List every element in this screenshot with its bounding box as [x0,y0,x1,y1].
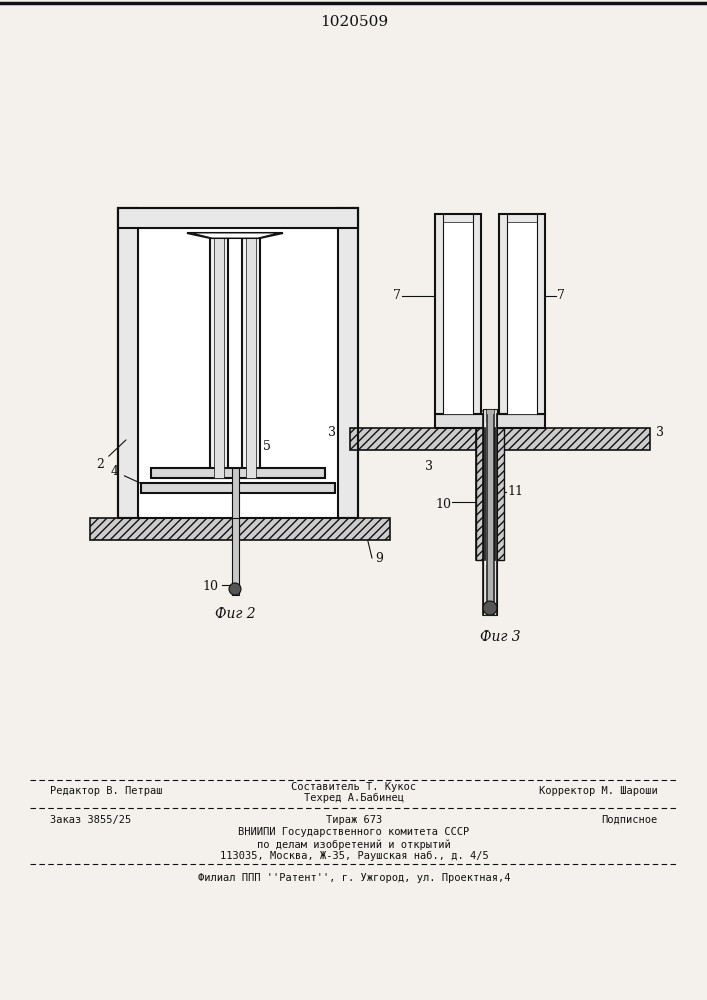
Text: 4: 4 [111,465,148,487]
Text: Техред А.Бабинец: Техред А.Бабинец [304,793,404,803]
Bar [499,214,545,414]
Text: по делам изобретений и открытий: по делам изобретений и открытий [257,839,451,850]
Bar [118,208,358,228]
Text: Составитель Т. Кукос: Составитель Т. Кукос [291,782,416,792]
Text: 3: 3 [328,426,336,439]
Bar [443,222,473,414]
Circle shape [483,601,497,615]
Text: 1020509: 1020509 [320,15,388,29]
Text: 10: 10 [202,580,218,593]
Text: 9: 9 [375,552,383,565]
Text: Заказ 3855/25: Заказ 3855/25 [50,815,132,825]
Bar [485,426,495,560]
Bar [435,214,481,414]
Bar [435,414,545,428]
Text: 2: 2 [96,440,126,471]
Bar [338,208,358,518]
Text: ВНИИПИ Государственного комитета СССР: ВНИИПИ Государственного комитета СССР [238,827,469,837]
Polygon shape [192,233,278,238]
Text: 3: 3 [425,460,433,473]
Text: Подписное: Подписное [602,815,658,825]
Bar [246,238,256,478]
Bar [118,208,358,518]
Bar [350,428,650,450]
Text: Тираж 673: Тираж 673 [326,815,382,825]
Bar [486,409,494,615]
Bar [232,468,239,540]
Bar [507,222,537,414]
Bar [214,238,224,478]
Text: Корректор М. Шароши: Корректор М. Шароши [539,786,658,796]
Text: 113035, Москва, Ж-35, Раушская наб., д. 4/5: 113035, Москва, Ж-35, Раушская наб., д. … [220,851,489,861]
Text: Фиг 3: Фиг 3 [479,630,520,644]
Text: 7: 7 [557,289,565,302]
Bar [151,468,325,478]
Bar [242,238,260,478]
Polygon shape [187,233,283,238]
Bar [210,238,228,478]
Bar [90,518,390,540]
Text: 5: 5 [245,440,271,469]
Bar [485,423,495,565]
Bar [476,428,504,560]
Text: 3: 3 [656,426,664,439]
Bar [483,409,497,615]
Text: Фиг 2: Фиг 2 [215,607,255,621]
Bar [138,228,338,518]
Bar [118,208,138,518]
Bar [476,428,504,560]
Bar [141,483,335,493]
Text: 10: 10 [435,498,451,511]
Text: Филиал ППП ''Pатент'', г. Ужгород, ул. Проектная,4: Филиал ППП ''Pатент'', г. Ужгород, ул. П… [198,873,510,883]
Circle shape [229,583,241,595]
Bar [232,518,239,595]
Text: 7: 7 [393,289,401,302]
Text: 11: 11 [507,485,523,498]
Text: Редактор В. Петраш: Редактор В. Петраш [50,786,163,796]
